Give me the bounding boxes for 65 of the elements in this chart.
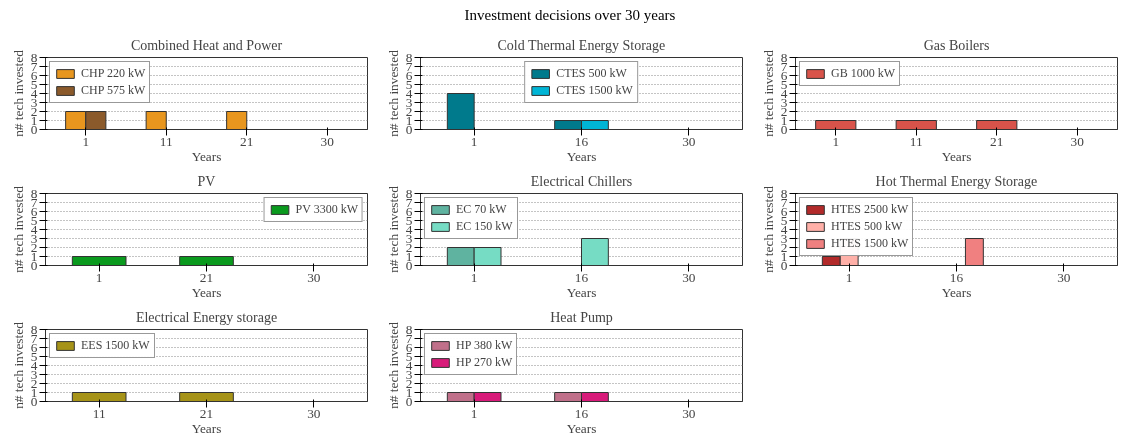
x-tick-label: 30 xyxy=(1070,133,1085,149)
x-tick-label: 11 xyxy=(159,133,173,149)
chart-title: Gas Boilers xyxy=(923,37,990,53)
legend-label: HTES 2500 kW xyxy=(831,202,909,217)
x-tick-label: 30 xyxy=(682,405,696,421)
x-tick-label: 16 xyxy=(574,405,589,421)
legend-label: PV 3300 kW xyxy=(295,202,358,217)
x-tick-label: 16 xyxy=(574,133,589,149)
y-axis-title: n# tech invested xyxy=(760,49,776,137)
y-axis-title: n# tech invested xyxy=(385,185,401,273)
x-tick-label: 30 xyxy=(307,269,321,285)
legend-label: CTES 500 kW xyxy=(556,66,627,81)
x-tick-label: 30 xyxy=(682,269,696,285)
legend-label: HTES 1500 kW xyxy=(831,236,909,251)
x-tick-label: 1 xyxy=(470,405,478,421)
legend-label: EES 1500 kW xyxy=(81,338,150,353)
chart-title: PV xyxy=(197,173,216,189)
legend-label: CHP 575 kW xyxy=(81,83,146,98)
x-tick-label: 30 xyxy=(320,133,335,149)
y-axis-title: n# tech invested xyxy=(10,49,26,137)
x-tick-label: 30 xyxy=(682,133,696,149)
y-axis-title: n# tech invested xyxy=(10,321,26,409)
chart-title: Cold Thermal Energy Storage xyxy=(497,37,666,53)
x-tick-label: 16 xyxy=(949,269,964,285)
text: Investment decisions over 30 years xyxy=(464,6,676,25)
x-tick-label: 21 xyxy=(199,405,214,421)
y-axis-title: n# tech invested xyxy=(385,321,401,409)
chart-title: Hot Thermal Energy Storage xyxy=(875,173,1038,189)
x-tick-label: 1 xyxy=(470,133,478,149)
x-tick-label: 16 xyxy=(574,269,589,285)
x-axis-title: Years xyxy=(566,420,597,436)
x-axis-title: Years xyxy=(566,284,597,300)
legend-label: HP 270 kW xyxy=(456,355,513,370)
y-axis-title: n# tech invested xyxy=(10,185,26,273)
x-tick-label: 1 xyxy=(470,269,478,285)
x-tick-label: 11 xyxy=(909,133,923,149)
x-axis-title: Years xyxy=(191,148,222,164)
chart-title: Electrical Energy storage xyxy=(135,309,278,325)
x-tick-label: 21 xyxy=(990,133,1004,149)
x-tick-label: 30 xyxy=(307,405,321,421)
legend-label: EC 150 kW xyxy=(456,219,513,234)
x-tick-label: 1 xyxy=(82,133,90,149)
x-axis-title: Years xyxy=(191,420,222,436)
x-axis-title: Years xyxy=(941,284,972,300)
x-axis-title: Years xyxy=(566,148,597,164)
legend-label: GB 1000 kW xyxy=(831,66,895,81)
y-axis-title: n# tech invested xyxy=(385,49,401,137)
x-axis-title: Years xyxy=(191,284,222,300)
chart-title: Electrical Chillers xyxy=(530,173,633,189)
x-tick-label: 21 xyxy=(199,269,214,285)
legend-label: CTES 1500 kW xyxy=(556,83,633,98)
x-axis-title: Years xyxy=(941,148,972,164)
legend-label: CHP 220 kW xyxy=(81,66,146,81)
x-tick-label: 1 xyxy=(845,269,853,285)
x-tick-label: 1 xyxy=(95,269,103,285)
legend-label: HP 380 kW xyxy=(456,338,513,353)
x-tick-label: 30 xyxy=(1057,269,1071,285)
legend-label: HTES 500 kW xyxy=(831,219,903,234)
x-tick-label: 21 xyxy=(240,133,254,149)
chart-title: Combined Heat and Power xyxy=(130,37,283,53)
chart-title: Heat Pump xyxy=(550,309,613,325)
x-tick-label: 11 xyxy=(92,405,106,421)
y-axis-title: n# tech invested xyxy=(760,185,776,273)
x-tick-label: 1 xyxy=(832,133,840,149)
legend-label: EC 70 kW xyxy=(456,202,507,217)
